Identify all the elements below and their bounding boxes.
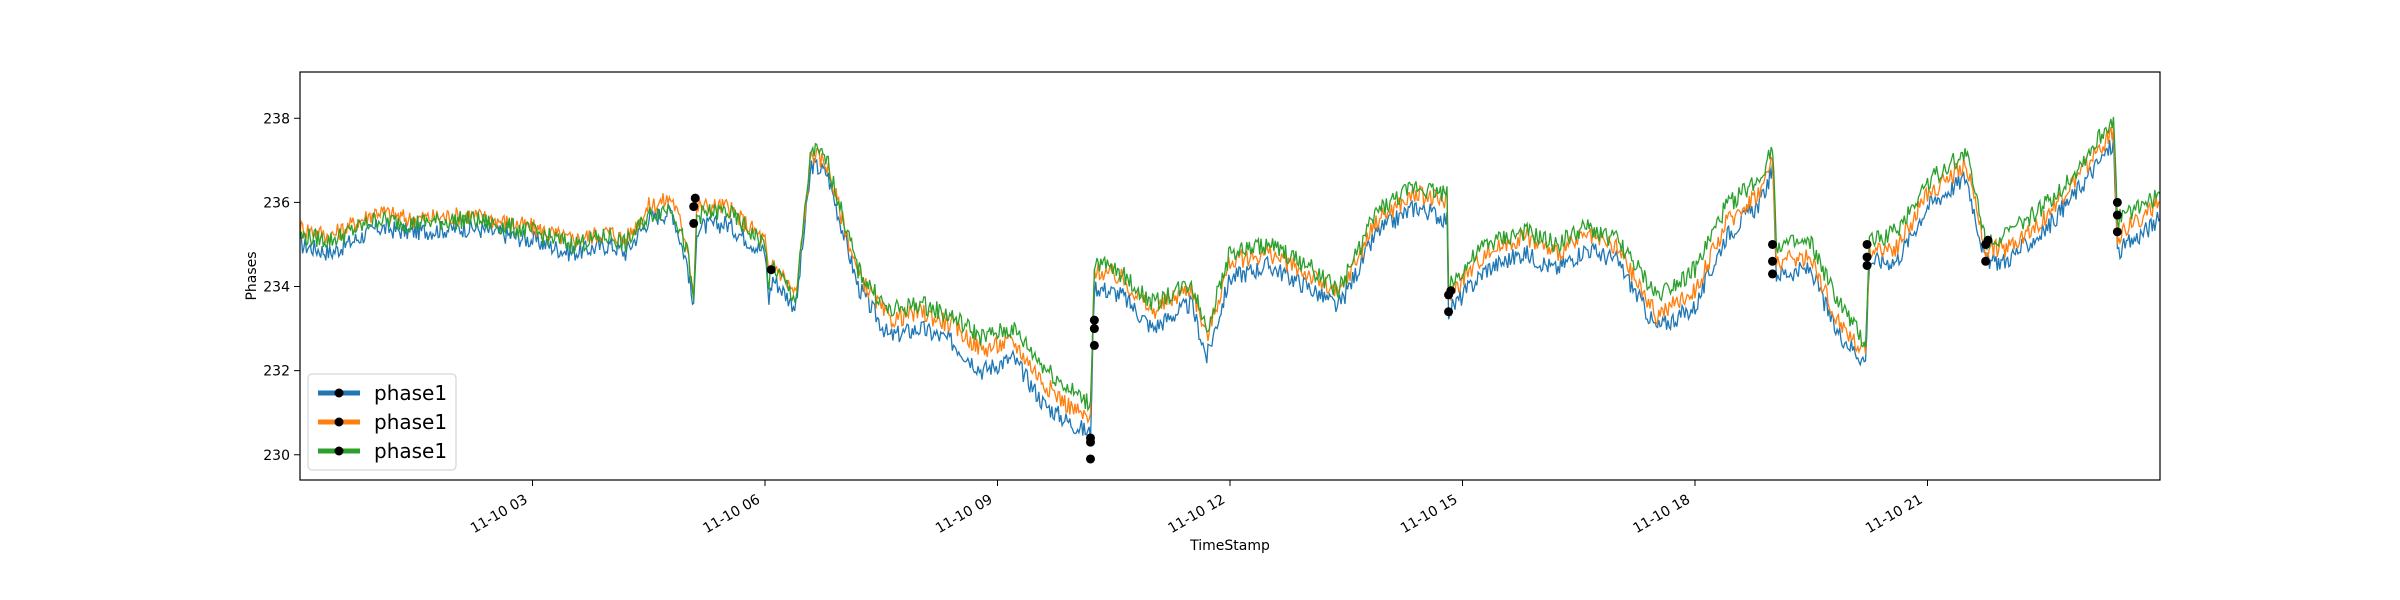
y-tick-label: 238 [263, 111, 290, 127]
marker-point [1768, 256, 1777, 266]
marker-point [689, 218, 699, 228]
series-layer [299, 116, 2161, 441]
legend-marker-2 [334, 417, 344, 427]
marker-point [1862, 239, 1872, 249]
x-tick-label: 11-10 03 [468, 492, 531, 537]
marker-point [1983, 235, 1993, 245]
marker-point [2112, 227, 2122, 237]
x-tick-label: 11-10 15 [1398, 492, 1461, 537]
marker-point [1089, 315, 1099, 325]
marker-point [766, 265, 776, 275]
marker-point [2112, 197, 2122, 207]
marker-point [1089, 340, 1099, 350]
y-tick-label: 232 [263, 364, 290, 380]
marker-point [1086, 454, 1095, 464]
x-axis: 11-10 03 11-10 06 11-10 09 11-10 12 11-10 15… [468, 480, 1928, 537]
y-tick-label: 234 [263, 280, 290, 296]
y-tick-label: 236 [263, 195, 290, 211]
marker-point [1444, 307, 1454, 317]
plot-area [299, 71, 2161, 481]
x-tick-label: 11-10 12 [1165, 492, 1228, 537]
legend-label-3: phase1 [374, 439, 447, 463]
legend-marker-3 [334, 446, 344, 456]
series-line-1 [299, 137, 2161, 441]
marker-point [690, 193, 700, 203]
marker-point [1862, 260, 1872, 270]
marker-point [689, 202, 699, 212]
legend: phase1 phase1 phase1 [307, 373, 457, 471]
series-line-2 [299, 126, 2161, 424]
legend-label-1: phase1 [374, 381, 447, 405]
legend-marker-1 [334, 388, 344, 398]
legend-box [307, 373, 457, 471]
plot-frame [299, 71, 2161, 481]
legend-label-2: phase1 [374, 410, 447, 434]
x-axis-label: TimeStamp [1189, 538, 1270, 554]
marker-point [1768, 269, 1777, 279]
marker-layer [689, 193, 2122, 464]
marker-point [2112, 210, 2122, 220]
x-tick-label: 11-10 18 [1630, 492, 1693, 537]
marker-point [1981, 256, 1991, 266]
series-line-3 [299, 116, 2161, 413]
y-axis: 230 232 234 236 238 [263, 111, 300, 464]
marker-point [1768, 239, 1777, 249]
marker-point [1089, 324, 1099, 334]
marker-point [1862, 252, 1872, 262]
marker-point [1086, 437, 1095, 447]
x-tick-label: 11-10 06 [700, 492, 763, 537]
y-tick-label: 230 [263, 448, 290, 464]
marker-point [1446, 286, 1456, 296]
y-axis-label: Phases [244, 251, 260, 300]
x-tick-label: 11-10 21 [1863, 492, 1926, 537]
x-tick-label: 11-10 09 [933, 492, 996, 537]
